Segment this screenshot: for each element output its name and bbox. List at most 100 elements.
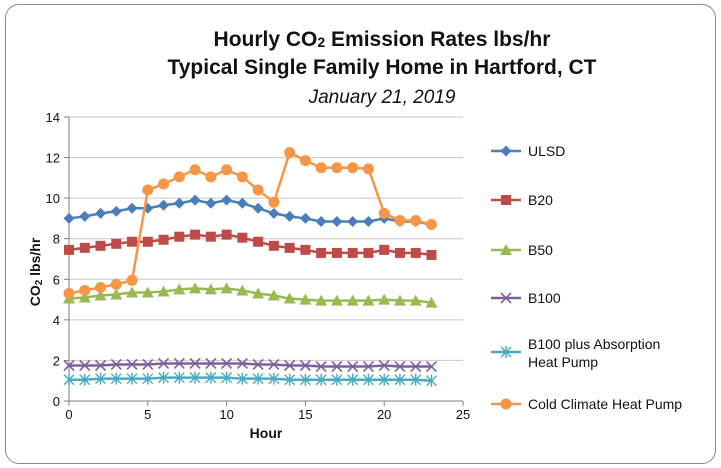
data-point — [299, 212, 311, 224]
data-point — [110, 358, 122, 371]
chart-title-line1: Hourly CO2 Emission Rates lbs/hr — [214, 28, 551, 51]
data-point — [347, 373, 359, 386]
y-tick-label: 10 — [46, 191, 60, 206]
data-point — [127, 236, 138, 247]
x-tick-label: 15 — [298, 407, 312, 422]
data-point — [189, 357, 201, 370]
data-point — [410, 214, 422, 226]
data-point — [205, 231, 216, 242]
marker-stroke — [157, 357, 170, 370]
legend-label: B100 plus Absorption Heat Pump — [528, 336, 660, 370]
legend-item: ULSD — [491, 143, 565, 159]
data-point — [220, 282, 233, 294]
data-point — [347, 162, 359, 174]
data-point — [237, 232, 248, 243]
legend-marker — [500, 145, 512, 157]
data-point — [189, 371, 201, 384]
data-point — [111, 238, 122, 249]
data-point — [394, 373, 406, 386]
marker-stroke — [94, 359, 107, 372]
data-point — [189, 282, 202, 294]
x-tick-label: 0 — [65, 407, 72, 422]
data-point — [142, 184, 154, 196]
data-point — [236, 197, 248, 209]
data-point — [252, 287, 265, 299]
data-point — [63, 359, 75, 372]
data-point — [379, 244, 390, 255]
data-point — [409, 294, 422, 306]
data-point — [410, 247, 421, 258]
data-point — [79, 284, 91, 296]
chart-title-line2: Typical Single Family Home in Hartford, … — [167, 56, 596, 79]
data-point — [347, 247, 358, 258]
data-point — [362, 294, 375, 306]
data-point — [221, 229, 232, 240]
data-point — [252, 184, 264, 196]
marker-stroke — [205, 357, 217, 370]
data-point — [347, 360, 359, 373]
data-point — [158, 199, 170, 211]
data-point — [126, 274, 138, 286]
marker-stroke — [221, 357, 233, 370]
data-point — [410, 360, 422, 373]
marker-stroke — [284, 359, 296, 372]
data-point — [378, 373, 390, 386]
series-b100-plus-absorption-heat-pump — [63, 371, 437, 387]
data-point — [331, 215, 343, 227]
legend-marker — [500, 292, 512, 304]
data-point — [236, 171, 248, 183]
legend-label-line: Heat Pump — [528, 354, 598, 370]
data-point — [110, 278, 122, 290]
data-point — [394, 247, 405, 258]
data-point — [173, 171, 185, 183]
data-point — [362, 360, 375, 373]
legend-marker — [501, 195, 511, 205]
data-point — [299, 293, 312, 305]
data-point — [63, 212, 75, 224]
data-point — [126, 372, 138, 385]
data-point — [268, 358, 280, 371]
chart-subtitle: January 21, 2019 — [308, 87, 456, 108]
data-point — [252, 202, 264, 214]
data-point — [315, 294, 328, 306]
marker-stroke — [236, 357, 248, 370]
data-point — [205, 371, 217, 384]
marker-stroke — [378, 359, 390, 372]
legend-item: B50 — [491, 242, 553, 258]
data-point — [174, 231, 185, 242]
data-point — [378, 359, 390, 372]
data-point — [236, 372, 248, 385]
data-point — [378, 293, 391, 305]
data-point — [205, 197, 217, 209]
chart-frame — [5, 4, 716, 464]
data-point — [110, 288, 123, 300]
legend-label-line: B100 plus Absorption — [528, 336, 660, 352]
data-point — [126, 358, 138, 371]
marker-stroke — [347, 360, 359, 373]
marker-stroke — [394, 360, 406, 373]
marker-stroke — [189, 357, 201, 370]
y-tick-label: 0 — [53, 394, 60, 409]
data-point — [284, 242, 295, 253]
legend-label: B50 — [528, 242, 553, 258]
legend-label: B100 — [528, 290, 561, 306]
marker-stroke — [315, 360, 327, 373]
data-point — [95, 372, 107, 385]
data-point — [205, 171, 217, 183]
legend-item: Cold Climate Heat Pump — [491, 396, 682, 412]
data-point — [189, 194, 201, 206]
data-point — [141, 286, 154, 298]
legend-label: ULSD — [528, 143, 565, 159]
data-point — [173, 197, 185, 209]
data-point — [221, 194, 233, 206]
data-point — [142, 236, 153, 247]
data-point — [410, 373, 422, 386]
data-point — [236, 284, 249, 296]
data-point — [173, 371, 185, 384]
data-point — [190, 229, 201, 240]
data-point — [158, 371, 170, 384]
data-point — [425, 360, 438, 373]
marker-stroke — [110, 358, 122, 371]
data-point — [79, 210, 91, 222]
